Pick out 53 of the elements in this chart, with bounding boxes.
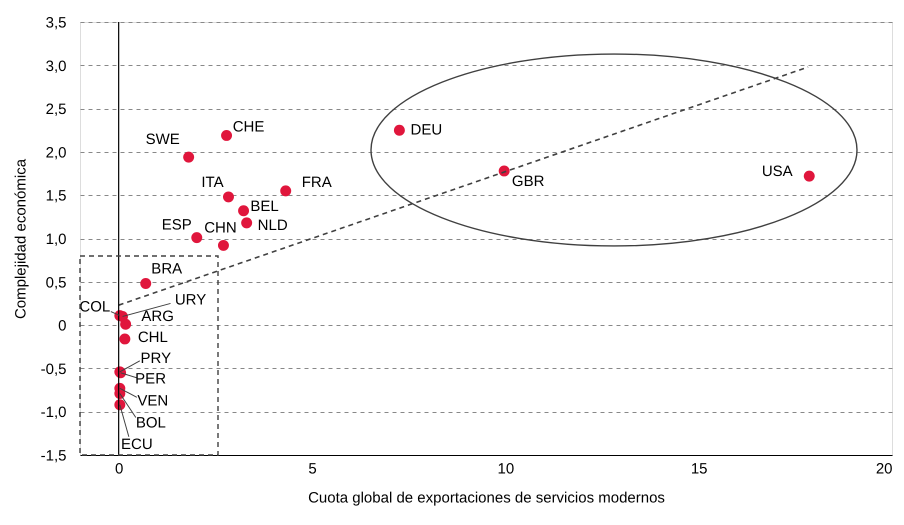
- annotation: USA: [762, 163, 793, 180]
- annotation: BOL: [136, 414, 166, 432]
- x-tick-label: 0: [114, 460, 124, 478]
- point: [238, 205, 250, 216]
- y-tick-label: 2,0: [46, 144, 66, 162]
- y-tick-label: 3,0: [46, 58, 66, 75]
- x-tick-label: 10: [497, 460, 514, 478]
- annotation: PRY: [140, 350, 172, 367]
- annotation: NLD: [258, 216, 288, 234]
- annotation: DEU: [410, 121, 442, 138]
- x-tick-label: 20: [876, 460, 892, 478]
- annotation: BRA: [151, 260, 182, 278]
- point: [241, 217, 252, 228]
- annotation: COL: [79, 298, 110, 316]
- y-tick-label: -0,5: [40, 360, 66, 378]
- annotation: BEL: [250, 198, 279, 215]
- x-tick-label: 15: [690, 460, 708, 478]
- y-tick-label: 1,0: [46, 231, 66, 248]
- point: [394, 124, 405, 136]
- annotation: URY: [174, 291, 206, 308]
- point: [140, 278, 152, 289]
- point: [804, 170, 815, 182]
- point: [191, 232, 202, 244]
- y-tick-label: 3,5: [46, 14, 66, 32]
- annotation: SWE: [146, 131, 180, 148]
- y-tick-label: 2,5: [46, 101, 66, 118]
- point: [221, 130, 232, 141]
- point: [120, 318, 132, 330]
- y-axis-title: Complejidad económica: [12, 158, 30, 320]
- annotation: VEN: [137, 392, 168, 410]
- point: [119, 333, 130, 344]
- annotation: ARG: [141, 308, 174, 326]
- y-tick-label: -1,5: [40, 448, 66, 464]
- annotation: CHE: [232, 118, 264, 136]
- annotation: PER: [135, 370, 166, 388]
- annotation: ITA: [201, 174, 224, 191]
- point: [183, 152, 194, 163]
- point: [218, 240, 229, 251]
- y-tick-label: 0,5: [46, 274, 66, 292]
- annotation: FRA: [302, 174, 332, 191]
- point: [280, 185, 292, 196]
- point: [223, 191, 234, 202]
- point: [498, 165, 510, 176]
- annotation: ECU: [120, 436, 153, 453]
- annotation: ESP: [162, 216, 192, 234]
- annotation: GBR: [512, 172, 545, 190]
- annotation: CHN: [204, 219, 237, 236]
- x-tick-label: 5: [308, 460, 317, 478]
- y-tick-label: 0: [58, 318, 66, 335]
- x-axis-title: Cuota global de exportaciones de servicios modernos: [308, 490, 665, 506]
- y-tick-label: -1,0: [40, 404, 66, 422]
- annotation: CHL: [138, 328, 168, 346]
- y-tick-label: 1,5: [46, 188, 66, 205]
